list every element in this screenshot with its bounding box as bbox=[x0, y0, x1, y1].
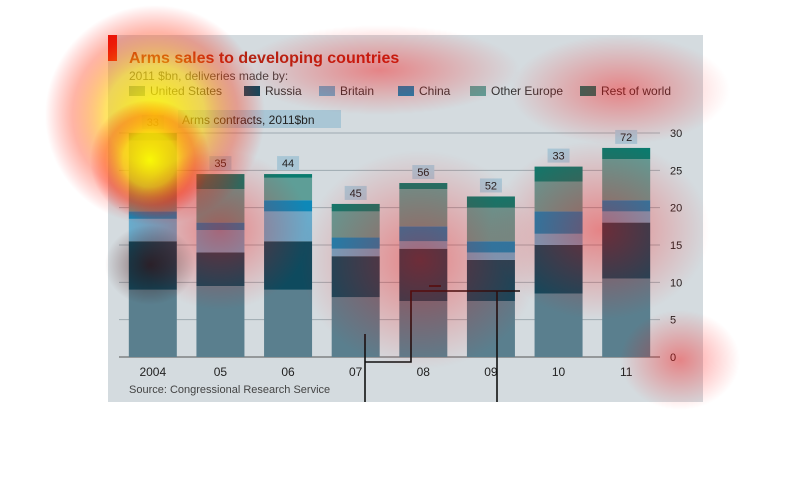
bar-segment bbox=[466, 252, 515, 260]
bar-segment bbox=[264, 241, 313, 290]
bar-segment bbox=[196, 286, 245, 357]
bar-segment bbox=[196, 189, 245, 223]
bar-segment bbox=[264, 211, 313, 242]
bar-segment bbox=[466, 241, 515, 253]
bar-segment bbox=[399, 248, 448, 301]
x-tick-label: 08 bbox=[417, 365, 431, 379]
bar-segment bbox=[602, 278, 651, 357]
contract-label: 56 bbox=[417, 167, 429, 179]
x-tick-label: 06 bbox=[281, 365, 295, 379]
bar-segment bbox=[399, 183, 448, 189]
bar-segment bbox=[466, 196, 515, 208]
bar-segment bbox=[602, 211, 651, 223]
bar-segment bbox=[331, 211, 380, 238]
contract-label: 52 bbox=[485, 180, 497, 192]
bar-segment bbox=[399, 301, 448, 357]
contract-label: 33 bbox=[552, 151, 564, 163]
bar-segment bbox=[331, 256, 380, 298]
y-tick-label: 10 bbox=[670, 277, 682, 289]
bar-segment bbox=[331, 203, 380, 212]
bar-segment bbox=[264, 174, 313, 178]
contract-label: 45 bbox=[350, 188, 362, 200]
bar-segment bbox=[128, 211, 177, 219]
chart-title: Arms sales to developing countries bbox=[129, 50, 399, 67]
y-tick-label: 25 bbox=[670, 165, 682, 177]
bar-segment bbox=[534, 211, 583, 234]
bar-segment bbox=[534, 181, 583, 212]
bar-segment bbox=[331, 237, 380, 249]
x-tick-label: 09 bbox=[484, 365, 498, 379]
bar-segment bbox=[331, 297, 380, 357]
y-tick-label: 15 bbox=[670, 240, 682, 252]
bar-segment bbox=[264, 177, 313, 201]
bar-segment bbox=[128, 218, 177, 242]
bar-segment bbox=[196, 252, 245, 287]
bar-segment bbox=[602, 159, 651, 201]
bar-segment bbox=[331, 248, 380, 257]
legend-label: Britain bbox=[340, 84, 374, 98]
bar-segment bbox=[602, 147, 651, 160]
legend-swatch bbox=[244, 86, 260, 96]
source-note: Source: Congressional Research Service bbox=[129, 384, 330, 396]
x-tick-label: 2004 bbox=[139, 365, 166, 379]
legend-swatch bbox=[398, 86, 414, 96]
contract-label: 35 bbox=[214, 158, 226, 170]
bar-segment bbox=[264, 200, 313, 212]
accent-bar bbox=[108, 35, 117, 61]
bar-segment bbox=[196, 222, 245, 231]
contract-label: 44 bbox=[282, 158, 294, 170]
x-tick-label: 11 bbox=[620, 365, 633, 379]
contract-label: 72 bbox=[620, 132, 632, 144]
legend-swatch bbox=[319, 86, 335, 96]
annotation-label: Arms contracts, 2011$bn bbox=[178, 110, 341, 128]
x-tick-label: 05 bbox=[214, 365, 228, 379]
bar-segment bbox=[399, 241, 448, 249]
bar-segment bbox=[128, 133, 177, 141]
x-tick-label: 10 bbox=[552, 365, 566, 379]
y-tick-label: 5 bbox=[670, 315, 676, 327]
legend-swatch bbox=[580, 86, 596, 96]
bar-segment bbox=[264, 289, 313, 357]
bar-segment bbox=[534, 166, 583, 182]
y-tick-label: 20 bbox=[670, 203, 682, 215]
legend-swatch bbox=[129, 86, 145, 96]
contract-label: 33 bbox=[147, 117, 159, 129]
legend-label: Rest of world bbox=[601, 84, 671, 98]
legend-label: United States bbox=[150, 84, 222, 98]
bar-segment bbox=[602, 200, 651, 212]
legend-label: China bbox=[419, 84, 451, 98]
legend-label: Other Europe bbox=[491, 84, 563, 98]
bar-segment bbox=[399, 226, 448, 242]
y-tick-label: 0 bbox=[670, 352, 676, 364]
bar-segment bbox=[534, 293, 583, 357]
y-tick-label: 30 bbox=[670, 128, 682, 140]
bar-segment bbox=[128, 241, 177, 290]
x-tick-label: 07 bbox=[349, 365, 363, 379]
annotation-text: Arms contracts, 2011$bn bbox=[182, 113, 315, 127]
bar-segment bbox=[196, 174, 245, 189]
bar-segment bbox=[466, 301, 515, 357]
bar-segment bbox=[602, 222, 651, 279]
chart-subtitle: 2011 $bn, deliveries made by: bbox=[129, 69, 288, 83]
bar-segment bbox=[466, 207, 515, 242]
bar-segment bbox=[534, 245, 583, 294]
legend-label: Russia bbox=[265, 84, 302, 98]
bar-segment bbox=[196, 230, 245, 253]
bar-segment bbox=[399, 189, 448, 227]
legend-swatch bbox=[470, 86, 486, 96]
bar-segment bbox=[466, 259, 515, 301]
bar-segment bbox=[128, 140, 177, 212]
bar-segment bbox=[128, 289, 177, 357]
legend: United States Russia Britain China Other Eur… bbox=[129, 84, 671, 98]
bar-segment bbox=[534, 233, 583, 245]
